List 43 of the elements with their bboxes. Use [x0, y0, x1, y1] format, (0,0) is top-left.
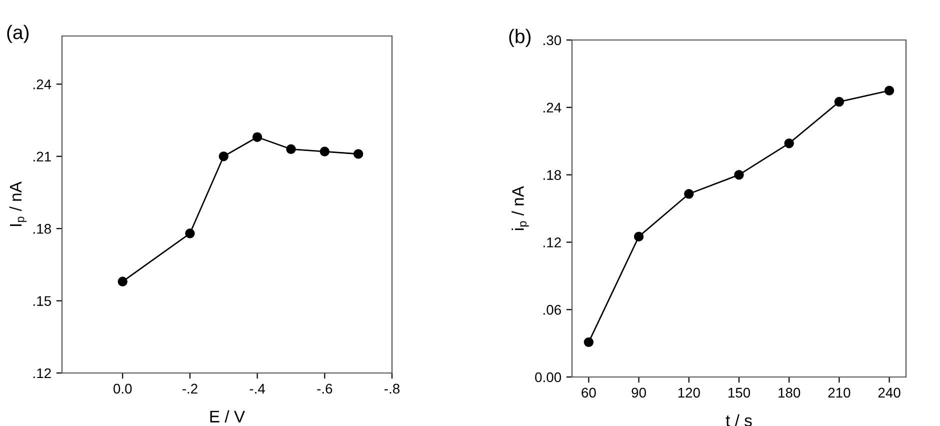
y-tick-label: .21	[34, 152, 51, 162]
y-tick-label: .12	[34, 368, 51, 378]
x-tick-label: -.6	[317, 384, 332, 394]
point	[684, 189, 694, 199]
point	[634, 232, 644, 242]
point	[320, 146, 330, 156]
y-tick-label: .24	[34, 79, 52, 90]
y-tick-label: .06	[544, 304, 561, 315]
point	[118, 276, 128, 286]
point	[185, 228, 195, 238]
y-tick-label: .30	[544, 35, 562, 46]
x-tick-label: 180	[778, 388, 800, 398]
x-tick-label: -.2	[182, 384, 198, 394]
y-tick-label: .18	[544, 170, 561, 180]
point	[734, 170, 744, 180]
point	[353, 149, 364, 159]
y-tick-label: .12	[544, 238, 561, 248]
text: (a)	[7, 24, 29, 44]
y-axis-title: i$_{p}$ / nA	[512, 186, 529, 230]
point	[252, 132, 262, 142]
text: (b)	[509, 28, 531, 48]
x-axis-title: t / s	[726, 414, 752, 426]
x-tick-label: 120	[678, 388, 700, 398]
x-tick-label: 60	[582, 388, 596, 398]
y-tick-label: .18	[34, 224, 51, 234]
point	[784, 138, 794, 148]
y-axis-title: I$_{p}$ / nA	[9, 182, 27, 226]
y-tick-label: .24	[544, 102, 562, 112]
x-tick-label: 240	[878, 388, 900, 398]
point	[584, 337, 594, 348]
point	[286, 144, 296, 154]
x-axis-title: E / V	[210, 410, 245, 422]
point	[884, 86, 894, 96]
x-tick-label: 90	[632, 388, 646, 398]
x-tick-label: -.8	[384, 384, 400, 394]
x-tick-label: 0.0	[114, 384, 132, 394]
x-tick-label: 150	[728, 388, 750, 398]
x-tick-label: 210	[828, 388, 850, 398]
y-tick-label: 0.00	[535, 372, 562, 382]
y-tick-label: .15	[34, 296, 52, 306]
point	[218, 151, 228, 162]
x-tick-label: -.4	[250, 384, 266, 394]
point	[834, 96, 844, 107]
